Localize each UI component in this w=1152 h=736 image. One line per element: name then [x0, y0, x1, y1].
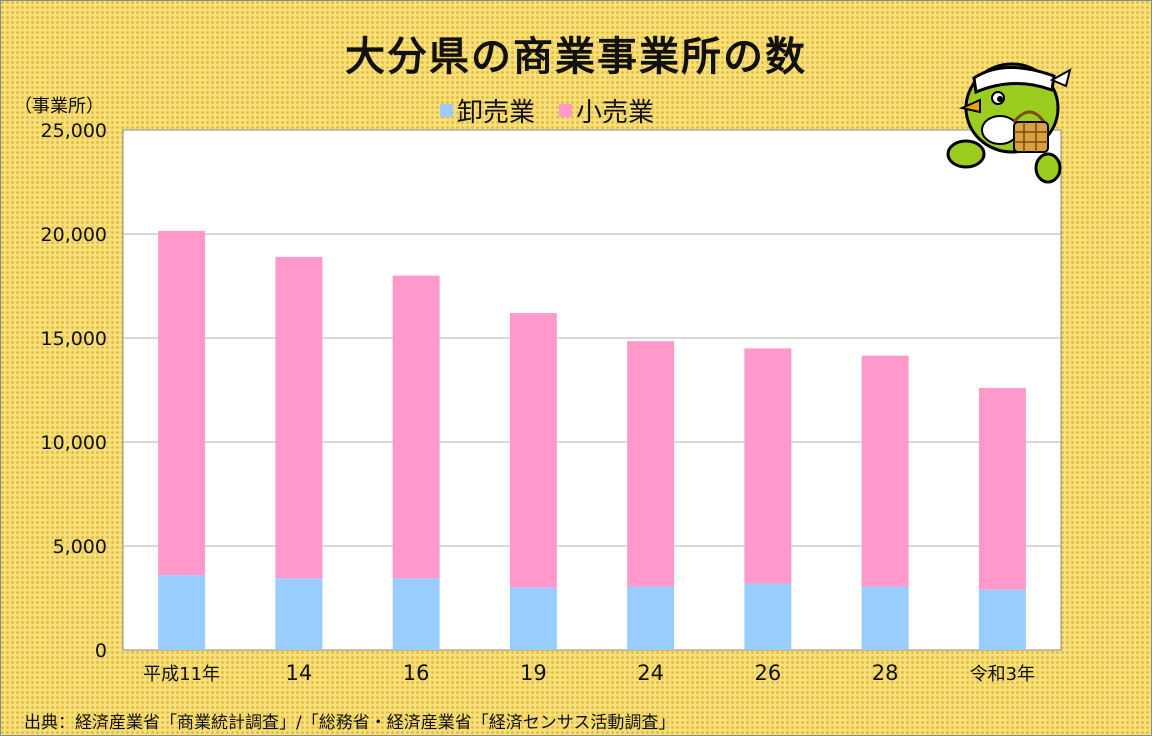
bar-retail [158, 230, 206, 576]
y-axis-unit-label: （事業所） [14, 96, 104, 117]
x-tick-label: 24 [637, 661, 664, 685]
page-title: 大分県の商業事業所の数 [345, 34, 807, 80]
legend-label-retail: 小売業 [576, 98, 655, 128]
bar-retail [275, 256, 323, 579]
y-tick-label: 20,000 [41, 224, 107, 246]
x-tick-label: 平成11年 [143, 664, 220, 685]
x-tick-label: 19 [520, 661, 547, 685]
legend-swatch-retail [559, 104, 573, 117]
legend: 卸売業 小売業 [440, 92, 654, 129]
x-axis-ticks: 平成11年 14 16 19 24 26 28 令和3年 [143, 661, 1035, 685]
x-tick-label: 26 [755, 661, 782, 685]
y-tick-label: 10,000 [41, 432, 107, 454]
x-tick-label: 令和3年 [970, 664, 1035, 685]
y-tick-label: 25,000 [41, 120, 107, 142]
y-tick-label: 5,000 [53, 536, 107, 558]
x-tick-label: 14 [286, 661, 313, 685]
green-bird-mascot-icon [946, 62, 1072, 184]
bar-wholesale [978, 589, 1026, 650]
y-axis-ticks: 0 5,000 10,000 15,000 20,000 25,000 [41, 120, 107, 662]
legend-swatch-wholesale [440, 104, 453, 117]
bar-wholesale [392, 578, 440, 650]
bar-retail [744, 348, 792, 584]
bars [158, 230, 1026, 650]
legend-label-wholesale: 卸売業 [457, 98, 536, 128]
legend-item-wholesale: 卸売業 [440, 92, 535, 129]
bar-wholesale [158, 575, 206, 650]
bar-wholesale [861, 586, 909, 650]
y-tick-label: 15,000 [41, 328, 107, 350]
bar-wholesale [744, 583, 792, 650]
bar-retail [627, 341, 675, 587]
bar-wholesale [509, 587, 557, 650]
plot-area [122, 129, 1062, 651]
bar-retail [392, 275, 440, 579]
y-tick-label: 0 [95, 640, 107, 662]
legend-item-retail: 小売業 [559, 92, 654, 129]
bar-retail [978, 387, 1026, 590]
bar-wholesale [275, 578, 323, 650]
source-note: 出典：経済産業省「商業統計調査」/「総務省・経済産業省「経済センサス活動調査」 [24, 713, 676, 733]
x-tick-label: 16 [403, 661, 430, 685]
bar-wholesale [627, 586, 675, 650]
bar-retail [861, 355, 909, 587]
bar-retail [509, 313, 557, 588]
x-tick-label: 28 [872, 661, 899, 685]
